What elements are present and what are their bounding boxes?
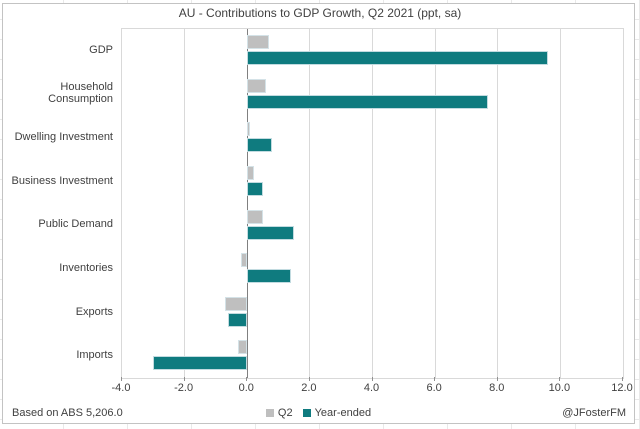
source-note: Based on ABS 5,206.0 bbox=[12, 407, 123, 419]
year-ended-swatch-icon bbox=[302, 409, 311, 417]
legend-label-year-ended: Year-ended bbox=[314, 407, 372, 419]
x-tick-label: -2.0 bbox=[174, 382, 194, 394]
x-axis-tick bbox=[371, 377, 373, 381]
legend-item-year-ended: Year-ended bbox=[302, 407, 372, 419]
bar-q2 bbox=[225, 296, 248, 311]
plot-area bbox=[121, 28, 624, 379]
legend-label-q2: Q2 bbox=[277, 407, 293, 419]
bar-year-ended bbox=[247, 51, 548, 65]
bar-q2 bbox=[240, 253, 248, 268]
x-axis-tick bbox=[622, 377, 623, 381]
category-label: Exports bbox=[75, 305, 113, 318]
bar-q2 bbox=[247, 209, 263, 224]
legend-item-q2: Q2 bbox=[265, 407, 293, 419]
bar-year-ended bbox=[153, 356, 248, 371]
bar-q2 bbox=[247, 165, 254, 180]
category-label: Dwelling Investment bbox=[14, 131, 113, 144]
x-tick-label: 12.0 bbox=[611, 382, 633, 394]
zero-axis-line bbox=[246, 29, 248, 378]
bar-year-ended bbox=[247, 138, 273, 153]
category-label: Inventories bbox=[59, 261, 113, 274]
gridline bbox=[309, 29, 311, 378]
x-tick-label: 2.0 bbox=[301, 382, 317, 394]
credit-handle: @JFosterFM bbox=[562, 407, 626, 419]
x-tick-label: 4.0 bbox=[363, 382, 380, 394]
category-label: Household Consumption bbox=[48, 81, 113, 106]
bar-year-ended bbox=[247, 269, 292, 284]
x-axis-tick bbox=[434, 377, 436, 381]
gridline bbox=[497, 29, 499, 378]
gridline bbox=[434, 29, 436, 378]
x-axis-tick bbox=[121, 377, 122, 381]
x-axis-tick bbox=[246, 377, 248, 381]
x-axis-tick bbox=[496, 377, 498, 381]
x-axis-tick bbox=[308, 377, 310, 381]
bar-q2 bbox=[237, 340, 248, 355]
bar-q2 bbox=[247, 78, 267, 93]
bar-q2 bbox=[247, 35, 270, 49]
bar-year-ended bbox=[247, 225, 295, 240]
bar-year-ended bbox=[228, 312, 248, 327]
footer: Based on ABS 5,206.0 Q2 Year-ended @JFos… bbox=[2, 404, 635, 422]
x-axis-tick bbox=[183, 377, 185, 381]
q2-swatch-icon bbox=[265, 409, 274, 417]
bar-year-ended bbox=[247, 181, 263, 196]
x-tick-label: 10.0 bbox=[548, 382, 571, 394]
category-label: Public Demand bbox=[38, 218, 113, 231]
x-tick-label: 0.0 bbox=[238, 382, 254, 394]
x-tick-label: 8.0 bbox=[489, 382, 505, 394]
x-tick-label: -4.0 bbox=[111, 382, 131, 394]
gridline bbox=[372, 29, 373, 378]
gridline bbox=[559, 29, 561, 378]
chart-title: AU - Contributions to GDP Growth, Q2 202… bbox=[178, 6, 462, 20]
category-label: GDP bbox=[89, 43, 113, 56]
bar-year-ended bbox=[247, 94, 489, 109]
category-label: Business Investment bbox=[11, 174, 114, 187]
legend: Q2 Year-ended bbox=[2, 407, 635, 419]
x-tick-label: 6.0 bbox=[426, 382, 442, 394]
x-axis-tick bbox=[559, 377, 561, 381]
bar-q2 bbox=[247, 122, 251, 137]
gridline bbox=[184, 29, 186, 378]
category-label: Imports bbox=[76, 349, 113, 362]
